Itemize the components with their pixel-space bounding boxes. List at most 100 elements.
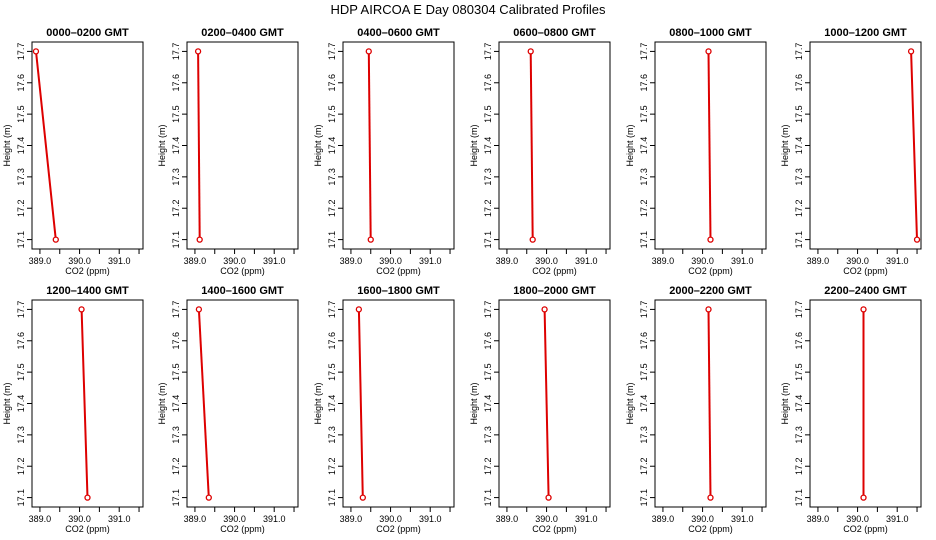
x-tick-label: 389.0	[184, 256, 207, 266]
data-point	[705, 48, 712, 55]
y-tick-label: 17.4	[327, 395, 337, 413]
plot-frame	[342, 41, 455, 250]
y-axis-label: Height (m)	[469, 124, 479, 166]
plot-frame	[186, 41, 299, 250]
x-tick-label: 389.0	[29, 514, 52, 524]
y-tick-label: 17.7	[794, 43, 804, 61]
x-tick-label: 389.0	[496, 514, 519, 524]
x-axis-label: CO2 (ppm)	[220, 524, 265, 534]
x-tick-label: 389.0	[29, 256, 52, 266]
profile-line	[543, 309, 550, 498]
profile-line	[197, 51, 201, 240]
x-tick-label: 390.0	[846, 256, 869, 266]
page-title: HDP AIRCOA E Day 080304 Calibrated Profi…	[330, 2, 606, 17]
y-tick-label: 17.2	[794, 457, 804, 475]
data-point	[907, 48, 915, 55]
y-tick-label: 17.7	[327, 301, 337, 319]
data-point	[78, 306, 85, 313]
plot-frame	[31, 41, 144, 250]
x-tick-label: 389.0	[652, 514, 675, 524]
y-tick-label: 17.1	[794, 231, 804, 249]
x-axis-label: CO2 (ppm)	[376, 524, 421, 534]
y-tick-label: 17.3	[327, 426, 337, 444]
y-tick-label: 17.6	[16, 74, 26, 92]
profile-line	[367, 51, 372, 240]
x-tick-label: 390.0	[379, 514, 402, 524]
x-tick-label: 389.0	[340, 256, 363, 266]
y-tick-label: 17.6	[794, 332, 804, 350]
x-tick-label: 391.0	[419, 256, 442, 266]
y-tick-label: 17.4	[171, 395, 181, 413]
x-tick-label: 389.0	[807, 256, 830, 266]
panel-3: 0600–0800 GMT 389.0 390.0 391.0 17.1 17.2 17.3…	[469, 27, 611, 276]
y-tick-label: 17.4	[794, 137, 804, 155]
x-tick-label: 389.0	[184, 514, 207, 524]
profile-line	[35, 51, 57, 240]
y-axis-label: Height (m)	[157, 382, 167, 424]
y-axis-label: Height (m)	[780, 382, 790, 424]
y-tick-label: 17.5	[327, 105, 337, 123]
y-tick-label: 17.7	[639, 43, 649, 61]
y-tick-label: 17.2	[327, 457, 337, 475]
data-point	[707, 236, 714, 243]
panel-6: 1200–1400 GMT 389.0 390.0 391.0 17.1 17.2 17.3…	[2, 285, 144, 534]
x-tick-label: 391.0	[575, 256, 598, 266]
x-tick-label: 390.0	[691, 256, 714, 266]
y-tick-label: 17.7	[16, 43, 26, 61]
y-tick-label: 17.4	[171, 137, 181, 155]
y-tick-label: 17.1	[16, 489, 26, 507]
panel-11: 2200–2400 GMT 389.0 390.0 391.0 17.1 17.2 17.3…	[780, 285, 922, 534]
panel-4: 0800–1000 GMT 389.0 390.0 391.0 17.1 17.2 17.3…	[625, 27, 767, 276]
y-tick-label: 17.7	[639, 301, 649, 319]
panel-2: 0400–0600 GMT 389.0 390.0 391.0 17.1 17.2 17.3…	[313, 27, 455, 276]
y-tick-label: 17.1	[483, 489, 493, 507]
y-tick-label: 17.5	[16, 105, 26, 123]
x-tick-label: 391.0	[575, 514, 598, 524]
x-axis-label: CO2 (ppm)	[688, 524, 733, 534]
panel-10: 2000–2200 GMT 389.0 390.0 391.0 17.1 17.2 17.3…	[625, 285, 767, 534]
panel-title: 1800–2000 GMT	[513, 285, 596, 297]
x-tick-label: 391.0	[419, 514, 442, 524]
panel-title: 0400–0600 GMT	[357, 27, 440, 39]
y-tick-label: 17.4	[327, 137, 337, 155]
y-tick-label: 17.2	[171, 457, 181, 475]
x-axis-label: CO2 (ppm)	[220, 266, 265, 276]
y-tick-label: 17.1	[171, 489, 181, 507]
data-point	[32, 48, 40, 55]
panel-9: 1800–2000 GMT 389.0 390.0 391.0 17.1 17.2 17.3…	[469, 285, 611, 534]
x-axis-label: CO2 (ppm)	[843, 266, 888, 276]
y-tick-label: 17.4	[483, 137, 493, 155]
x-tick-label: 390.0	[535, 514, 558, 524]
plot-frame	[809, 41, 922, 250]
y-tick-label: 17.6	[16, 332, 26, 350]
y-tick-label: 17.4	[639, 395, 649, 413]
y-tick-label: 17.1	[483, 231, 493, 249]
profile-line	[197, 309, 210, 498]
y-tick-label: 17.3	[171, 168, 181, 186]
profile-line	[910, 51, 918, 240]
panel-title: 0600–0800 GMT	[513, 27, 596, 39]
x-tick-label: 391.0	[263, 514, 286, 524]
y-tick-label: 17.7	[483, 301, 493, 319]
y-tick-label: 17.2	[16, 199, 26, 217]
x-tick-label: 390.0	[846, 514, 869, 524]
x-tick-label: 391.0	[108, 256, 131, 266]
y-tick-label: 17.6	[639, 74, 649, 92]
y-tick-label: 17.7	[171, 301, 181, 319]
data-point	[705, 306, 712, 313]
y-tick-label: 17.5	[794, 363, 804, 381]
y-tick-label: 17.4	[794, 395, 804, 413]
y-axis-label: Height (m)	[2, 382, 12, 424]
y-tick-label: 17.4	[16, 137, 26, 155]
y-tick-label: 17.6	[171, 74, 181, 92]
y-tick-label: 17.2	[171, 199, 181, 217]
data-point	[205, 494, 212, 501]
data-point	[541, 306, 548, 313]
panel-1: 0200–0400 GMT 389.0 390.0 391.0 17.1 17.2 17.3…	[157, 27, 299, 276]
x-tick-label: 391.0	[263, 256, 286, 266]
y-tick-label: 17.2	[16, 457, 26, 475]
y-tick-label: 17.4	[639, 137, 649, 155]
x-axis-label: CO2 (ppm)	[688, 266, 733, 276]
plot-frame	[498, 41, 611, 250]
panel-title: 1400–1600 GMT	[201, 285, 284, 297]
